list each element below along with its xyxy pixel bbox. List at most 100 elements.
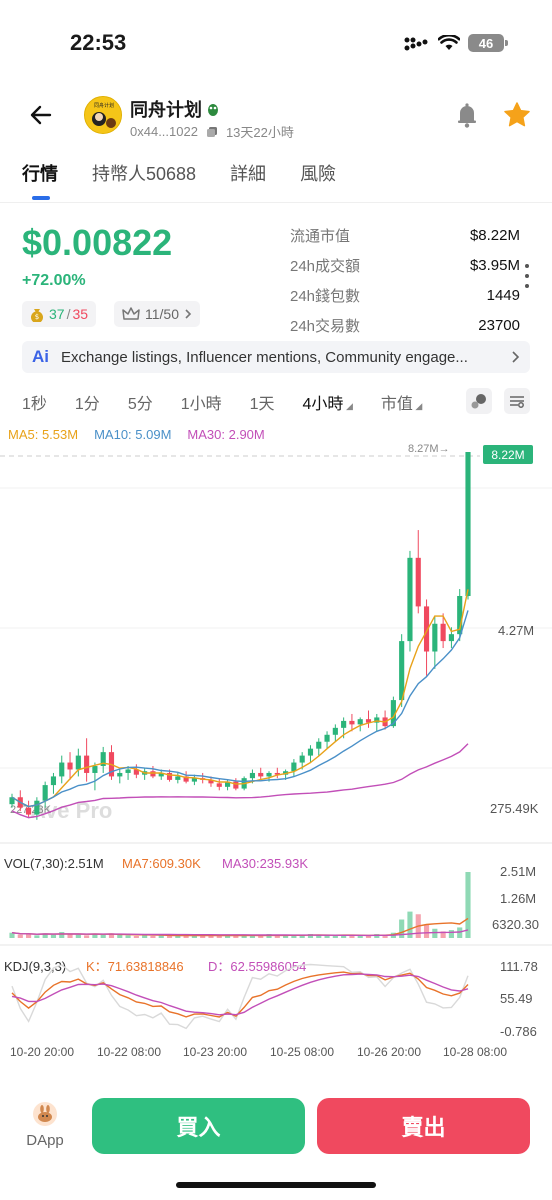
home-indicator bbox=[176, 1182, 376, 1188]
ai-icon: Ai bbox=[32, 347, 49, 366]
ratio-red: 35 bbox=[72, 306, 89, 322]
candle-body bbox=[216, 783, 222, 787]
volume-bar bbox=[216, 936, 222, 938]
bell-icon[interactable] bbox=[452, 100, 482, 130]
tab-risk[interactable]: 風險 bbox=[300, 164, 337, 184]
back-arrow-icon[interactable] bbox=[26, 100, 56, 130]
volume-bar bbox=[34, 935, 40, 938]
stat-value: $8.22M bbox=[469, 226, 520, 244]
dapp-button[interactable]: DApp bbox=[22, 1102, 68, 1149]
volume-bar bbox=[324, 934, 330, 938]
candle-body bbox=[100, 752, 106, 767]
favorite-star-icon[interactable] bbox=[502, 100, 532, 130]
volume-bar bbox=[448, 930, 454, 938]
candle bbox=[357, 717, 363, 732]
volume-legend-item: VOL(7,30):2.51M bbox=[4, 856, 104, 871]
interval-1m[interactable]: 1分 bbox=[74, 396, 100, 413]
volume-bar bbox=[50, 934, 57, 938]
volume-bar bbox=[26, 934, 32, 938]
candle bbox=[349, 713, 355, 732]
status-time: 22:53 bbox=[70, 30, 127, 55]
ma5-line bbox=[11, 589, 469, 808]
candle-body bbox=[349, 720, 355, 725]
dapp-label: DApp bbox=[26, 1132, 64, 1149]
kdj-legend-item: K：71.63818846 bbox=[86, 959, 184, 974]
indicator-tool[interactable] bbox=[466, 388, 492, 414]
candle bbox=[324, 731, 330, 749]
volume-bar bbox=[108, 933, 115, 938]
interval-5m[interactable]: 5分 bbox=[127, 396, 153, 413]
y-axis-label: 275.49K bbox=[490, 801, 539, 816]
candle-body bbox=[341, 720, 347, 728]
volume-bar bbox=[407, 911, 413, 938]
battery-icon: 46 bbox=[468, 34, 508, 52]
kdj-legend-item: D：62.55986054 bbox=[208, 959, 306, 974]
volume-bar bbox=[341, 935, 347, 938]
token-name-text: 同舟计划 bbox=[130, 100, 202, 120]
candle-body bbox=[448, 634, 454, 642]
interval-1s[interactable]: 1秒 bbox=[22, 396, 47, 413]
volume-bar bbox=[142, 935, 148, 938]
volume-bar bbox=[117, 934, 123, 938]
candle-body bbox=[175, 776, 181, 780]
volume-bar bbox=[224, 935, 231, 938]
volume-bar bbox=[100, 934, 106, 938]
volume-legend-item: MA7:609.30K bbox=[122, 856, 201, 871]
candle-body bbox=[34, 800, 40, 815]
stat-label: 流通市值 bbox=[290, 227, 351, 245]
detail-tabs: 行情 持幣人50688 詳細 風險 bbox=[22, 160, 336, 200]
candle bbox=[216, 778, 222, 791]
buy-button[interactable]: 買入 bbox=[92, 1098, 305, 1154]
candle-body bbox=[324, 734, 330, 742]
stat-label: 24h交易數 bbox=[290, 317, 361, 335]
interval-selector: 1秒 1分 5分 1小時 1天 4小時 市值 bbox=[22, 390, 450, 414]
candle-body bbox=[9, 797, 15, 805]
candle-body bbox=[166, 772, 173, 780]
volume-bar bbox=[374, 934, 380, 938]
candle bbox=[150, 766, 156, 779]
top-holders-value: 11/50 bbox=[145, 306, 179, 322]
top-holders-chip[interactable]: 11/50 bbox=[114, 301, 200, 327]
chevron-right-icon bbox=[512, 351, 520, 363]
volume-bar bbox=[440, 931, 446, 938]
candle bbox=[258, 767, 264, 780]
candle bbox=[274, 767, 280, 779]
candle-body bbox=[299, 755, 305, 763]
volume-bar bbox=[365, 935, 372, 938]
candle-body bbox=[42, 785, 48, 801]
stat-value: 23700 bbox=[478, 316, 520, 334]
candle-body bbox=[67, 762, 73, 770]
tab-holders[interactable]: 持幣人50688 bbox=[92, 164, 197, 184]
volume-axis-label: 6320.30 bbox=[492, 917, 539, 932]
candle bbox=[457, 589, 463, 642]
interval-4h[interactable]: 4小時 bbox=[303, 390, 353, 414]
candle bbox=[415, 530, 421, 614]
volume-bar bbox=[274, 935, 280, 938]
price-chart[interactable]: 8.27M→Ave Pro227.23K4.27M275.49K8.22MVOL… bbox=[0, 440, 552, 1065]
market-cap-toggle[interactable]: 市值 bbox=[381, 390, 422, 414]
candle-body bbox=[84, 755, 90, 773]
x-axis-label: 10-28 08:00 bbox=[443, 1045, 507, 1059]
candle-body bbox=[191, 778, 197, 782]
interval-1d[interactable]: 1天 bbox=[249, 396, 275, 413]
stat-row: 24h交易數 23700 bbox=[290, 310, 520, 340]
chart-tools bbox=[466, 388, 530, 414]
kdj-d-line bbox=[11, 973, 469, 1016]
candle bbox=[407, 550, 413, 652]
tab-details[interactable]: 詳細 bbox=[230, 164, 267, 184]
candle bbox=[75, 748, 81, 777]
volume-bar bbox=[150, 936, 156, 938]
volume-bar bbox=[75, 934, 81, 938]
tab-market[interactable]: 行情 bbox=[22, 160, 58, 200]
buy-sell-ratio-chip[interactable]: $ 37/35 bbox=[22, 301, 97, 327]
more-vertical-icon[interactable] bbox=[522, 262, 532, 290]
interval-1h[interactable]: 1小時 bbox=[180, 396, 222, 413]
volume-bar bbox=[17, 934, 23, 938]
price-change: +72.00% bbox=[22, 272, 86, 289]
ai-summary-bar[interactable]: Ai Exchange listings, Influencer mention… bbox=[22, 341, 530, 373]
copy-icon[interactable] bbox=[206, 126, 218, 138]
settings-tool[interactable] bbox=[504, 388, 530, 414]
candle bbox=[423, 599, 430, 676]
kdj-axis-label: 111.78 bbox=[500, 959, 538, 974]
sell-button[interactable]: 賣出 bbox=[317, 1098, 530, 1154]
